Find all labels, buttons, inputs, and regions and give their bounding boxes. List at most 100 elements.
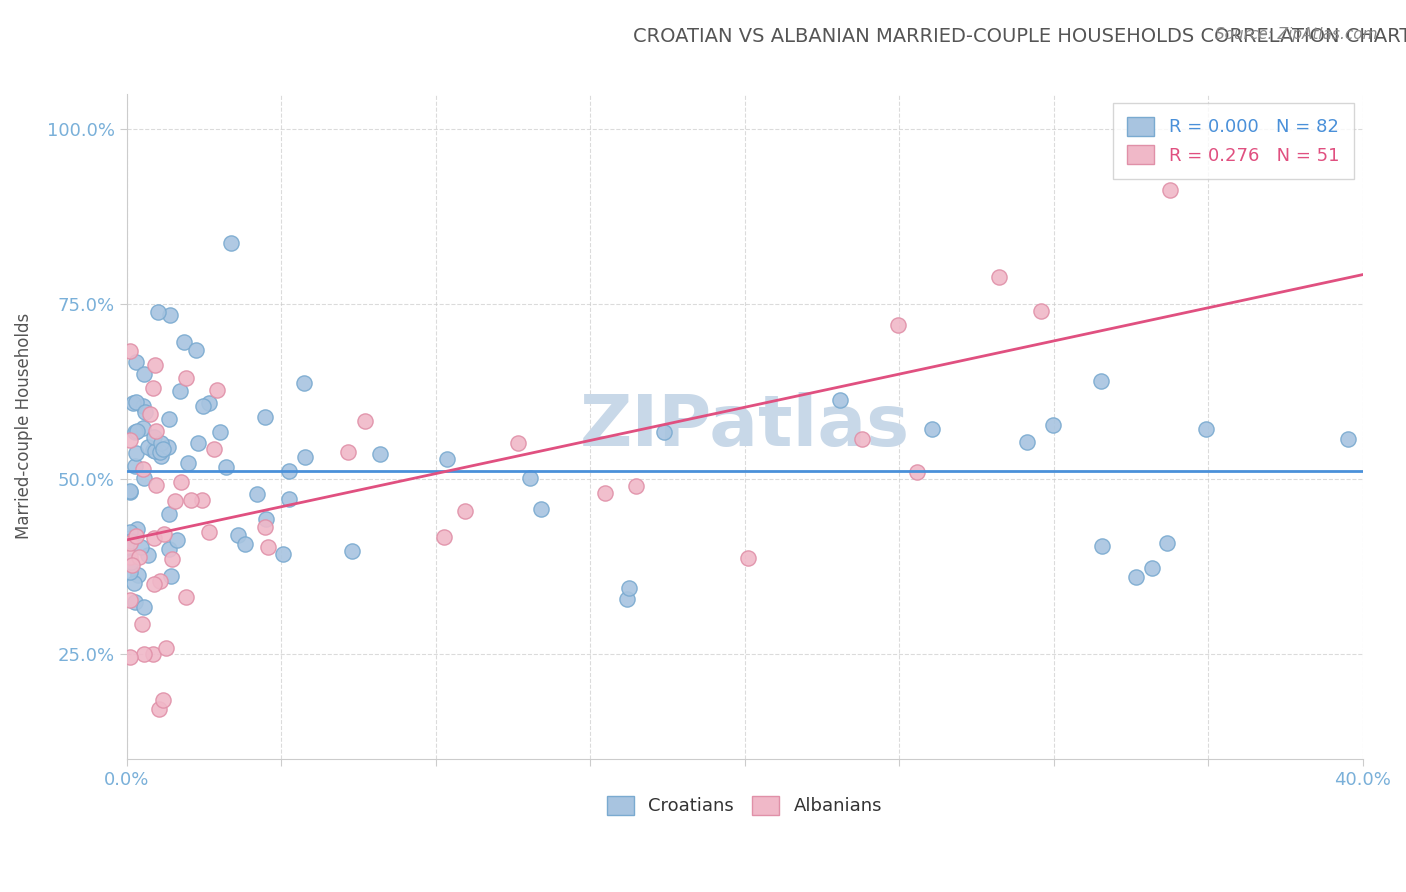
Point: [122, 575, 145, 590]
Point: [436, 451, 458, 466]
Point: [219, 236, 242, 251]
Point: [921, 422, 943, 436]
Point: [118, 593, 141, 607]
Point: [453, 504, 475, 518]
Point: [624, 479, 647, 493]
Point: [617, 581, 640, 595]
Point: [277, 464, 299, 478]
Point: [152, 442, 174, 456]
Point: [142, 430, 165, 444]
Point: [129, 540, 152, 554]
Point: [851, 432, 873, 446]
Point: [197, 524, 219, 539]
Point: [120, 533, 142, 548]
Point: [125, 522, 148, 536]
Point: [1125, 569, 1147, 583]
Point: [121, 395, 143, 409]
Point: [1091, 539, 1114, 553]
Point: [149, 436, 172, 450]
Point: [157, 440, 180, 454]
Point: [737, 551, 759, 566]
Point: [226, 528, 249, 542]
Point: [905, 465, 928, 479]
Point: [202, 442, 225, 456]
Point: [1156, 536, 1178, 550]
Point: [174, 590, 197, 604]
Point: [155, 640, 177, 655]
Point: [157, 412, 180, 426]
Point: [1159, 183, 1181, 197]
Point: [595, 486, 617, 500]
Point: [1195, 421, 1218, 435]
Point: [166, 533, 188, 548]
Point: [152, 693, 174, 707]
Point: [132, 471, 155, 485]
Point: [1029, 304, 1052, 318]
Point: [828, 392, 851, 407]
Point: [1336, 433, 1358, 447]
Point: [141, 381, 163, 395]
Point: [174, 371, 197, 385]
Point: [138, 548, 160, 562]
Point: [118, 483, 141, 498]
Point: [125, 395, 148, 409]
Point: [127, 568, 149, 582]
Point: [169, 384, 191, 398]
Point: [207, 383, 229, 397]
Point: [148, 305, 170, 319]
Point: [163, 494, 186, 508]
Point: [124, 595, 146, 609]
Point: [1042, 417, 1064, 432]
Point: [433, 530, 456, 544]
Point: [184, 343, 207, 357]
Point: [145, 424, 167, 438]
Point: [340, 543, 363, 558]
Point: [118, 434, 141, 448]
Point: [616, 592, 638, 607]
Point: [132, 461, 155, 475]
Point: [145, 477, 167, 491]
Point: [134, 405, 156, 419]
Point: [118, 343, 141, 358]
Point: [370, 447, 392, 461]
Point: [134, 647, 156, 661]
Point: [143, 531, 166, 545]
Point: [257, 540, 280, 554]
Point: [120, 555, 142, 569]
Point: [150, 450, 173, 464]
Point: [159, 308, 181, 322]
Point: [136, 440, 159, 454]
Point: [180, 493, 202, 508]
Point: [271, 547, 294, 561]
Point: [294, 450, 316, 465]
Point: [149, 574, 172, 588]
Point: [337, 445, 360, 459]
Point: [159, 569, 181, 583]
Point: [143, 443, 166, 458]
Point: [177, 457, 200, 471]
Point: [233, 537, 256, 551]
Point: [142, 442, 165, 457]
Point: [253, 409, 276, 424]
Point: [132, 599, 155, 614]
Point: [142, 576, 165, 591]
Point: [118, 485, 141, 500]
Point: [118, 524, 141, 539]
Point: [354, 414, 377, 428]
Point: [1140, 561, 1163, 575]
Point: [208, 425, 231, 439]
Point: [246, 487, 269, 501]
Point: [173, 334, 195, 349]
Legend: Croatians, Albanians: Croatians, Albanians: [592, 781, 897, 830]
Point: [215, 459, 238, 474]
Point: [160, 551, 183, 566]
Point: [118, 536, 141, 550]
Point: [193, 399, 215, 413]
Point: [278, 491, 301, 506]
Point: [124, 458, 146, 473]
Point: [142, 648, 165, 662]
Point: [120, 549, 142, 564]
Point: [292, 376, 315, 391]
Point: [118, 565, 141, 579]
Point: [131, 399, 153, 413]
